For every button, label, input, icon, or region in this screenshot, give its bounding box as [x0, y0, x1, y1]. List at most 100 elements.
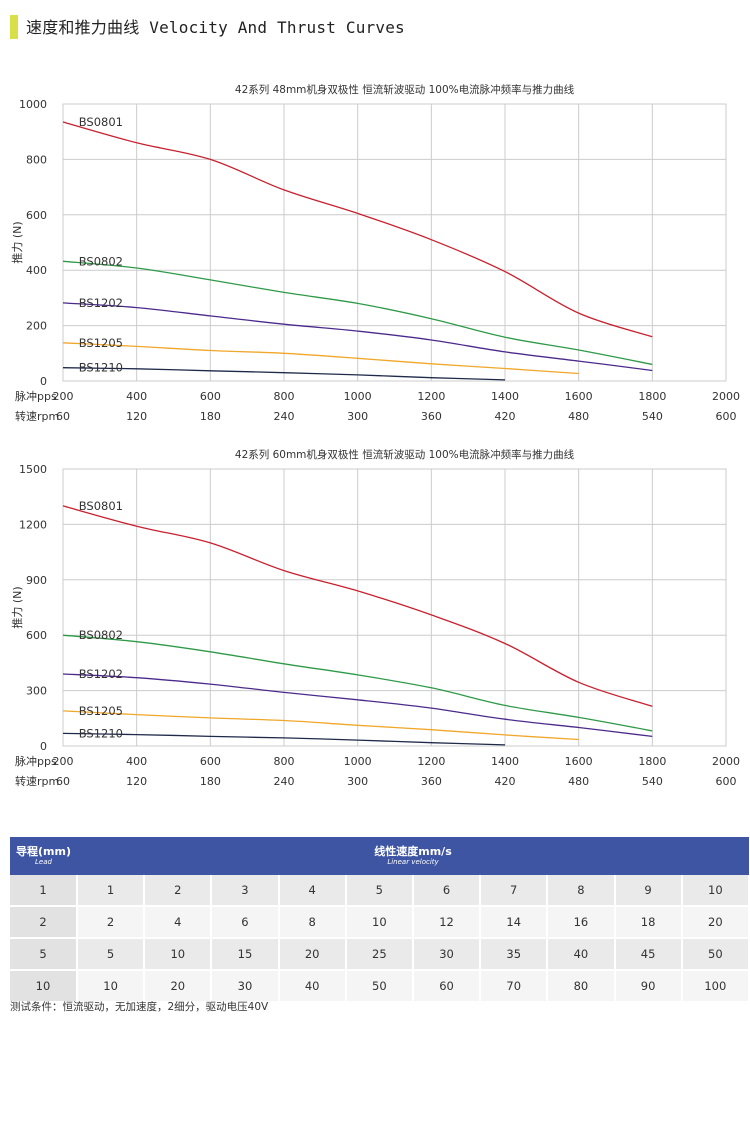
velocity-cell: 80 [547, 970, 616, 1003]
velocity-cell: 50 [345, 970, 414, 1003]
series-line-bs0802 [62, 260, 653, 366]
chart-title: 42系列 48mm机身双极性 恒流斩波驱动 100%电流脉冲频率与推力曲线 [235, 83, 575, 96]
velocity-cell: 5 [77, 938, 146, 971]
series-label-bs1202: BS1202 [79, 667, 123, 681]
y-tick-label: 1000 [19, 98, 47, 111]
x-tick-label: 600 [200, 755, 221, 768]
chart-title: 42系列 60mm机身双极性 恒流斩波驱动 100%电流脉冲频率与推力曲线 [235, 448, 575, 461]
rpm-axis-label: 转速rpm [15, 409, 59, 423]
velocity-cell: 100 [681, 970, 750, 1003]
velocity-cell: 70 [480, 970, 549, 1003]
x-tick-label: 200 [53, 755, 74, 768]
velocity-cell: 30 [412, 938, 482, 971]
x-tick-label: 2000 [712, 390, 740, 403]
x-tick-label: 800 [274, 390, 295, 403]
velocity-cell: 35 [480, 938, 549, 971]
series-line-bs1202 [62, 302, 653, 372]
series-line-bs1202 [62, 673, 653, 738]
velocity-cell: 9 [614, 875, 683, 907]
series-line-bs0801 [62, 505, 653, 707]
rpm-tick-label: 180 [200, 410, 221, 423]
test-conditions-note: 测试条件：恒流驱动，无加速度，2细分，驱动电压40V [10, 1001, 269, 1013]
velocity-cell: 2 [144, 875, 213, 907]
x-tick-label: 1000 [344, 390, 372, 403]
y-tick-label: 200 [26, 320, 47, 333]
x-tick-label: 1200 [417, 390, 445, 403]
lead-cell: 2 [10, 906, 78, 939]
lead-cell: 10 [10, 970, 78, 1003]
velocity-cell: 14 [480, 906, 549, 939]
velocity-cell: 3 [211, 875, 280, 907]
velocity-cell: 12 [412, 906, 482, 939]
velocity-cell: 20 [681, 906, 750, 939]
y-tick-label: 0 [40, 740, 47, 753]
series-label-bs0801: BS0801 [79, 115, 123, 129]
x-tick-label: 2000 [712, 755, 740, 768]
x-tick-label: 400 [126, 755, 147, 768]
y-tick-label: 900 [26, 574, 47, 587]
x-tick-label: 1200 [417, 755, 445, 768]
y-tick-label: 300 [26, 685, 47, 698]
thrust-chart-48mm: 42系列 48mm机身双极性 恒流斩波驱动 100%电流脉冲频率与推力曲线 200… [10, 83, 740, 423]
x-tick-label: 200 [53, 390, 74, 403]
lead-cell: 5 [10, 938, 78, 971]
thrust-chart-60mm: 42系列 60mm机身双极性 恒流斩波驱动 100%电流脉冲频率与推力曲线 200… [10, 448, 740, 788]
table-row: 1 1 2 3 4 5 6 7 8 9 10 [10, 875, 750, 907]
x-tick-label: 400 [126, 390, 147, 403]
rpm-tick-label: 480 [568, 775, 589, 788]
y-tick-label: 0 [40, 375, 47, 388]
rpm-tick-label: 240 [274, 410, 295, 423]
velocity-cell: 30 [211, 970, 280, 1003]
velocity-cell: 16 [547, 906, 616, 939]
y-tick-label: 600 [26, 209, 47, 222]
velocity-cell: 45 [614, 938, 683, 971]
x-tick-label: 1800 [638, 755, 666, 768]
rpm-tick-label: 600 [716, 410, 737, 423]
velocity-cell: 8 [547, 875, 616, 907]
velocity-cell: 2 [77, 906, 146, 939]
series-label-bs0801: BS0801 [79, 499, 123, 513]
lead-header: 导程(mm) Lead [10, 837, 77, 875]
series-label-bs0802: BS0802 [79, 628, 123, 642]
pps-axis-label: 脉冲pps [15, 754, 57, 768]
velocity-cell: 60 [412, 970, 482, 1003]
velocity-cell: 15 [211, 938, 280, 971]
series-line-bs0801 [62, 121, 653, 338]
rpm-tick-label: 300 [347, 775, 368, 788]
rpm-tick-label: 60 [56, 775, 70, 788]
series-line-bs1205 [62, 710, 579, 741]
plot-frame [62, 103, 727, 382]
plot-frame [62, 468, 727, 747]
velocity-cell: 10 [345, 906, 414, 939]
series-line-bs1210 [62, 367, 506, 381]
series-label-bs1205: BS1205 [79, 336, 123, 350]
rpm-tick-label: 420 [495, 775, 516, 788]
series-line-bs0802 [62, 634, 653, 732]
x-tick-label: 800 [274, 755, 295, 768]
velocity-cell: 6 [412, 875, 482, 907]
page-title: 速度和推力曲线 Velocity And Thrust Curves [26, 18, 405, 37]
y-axis-label: 推力 (N) [10, 586, 24, 628]
velocity-cell: 6 [211, 906, 280, 939]
rpm-tick-label: 120 [126, 775, 147, 788]
velocity-cell: 1 [77, 875, 146, 907]
velocity-cell: 25 [345, 938, 414, 971]
velocity-cell: 40 [547, 938, 616, 971]
rpm-tick-label: 600 [716, 775, 737, 788]
x-tick-label: 1600 [565, 390, 593, 403]
series-line-bs1210 [62, 732, 506, 746]
series-label-bs1210: BS1210 [79, 361, 123, 375]
velocity-cell: 8 [278, 906, 347, 939]
rpm-tick-label: 540 [642, 410, 663, 423]
velocity-cell: 18 [614, 906, 683, 939]
table-row: 10 10 20 30 40 50 60 70 80 90 100 [10, 970, 750, 1003]
rpm-tick-label: 540 [642, 775, 663, 788]
y-tick-label: 600 [26, 629, 47, 642]
rpm-tick-label: 300 [347, 410, 368, 423]
y-tick-label: 1200 [19, 518, 47, 531]
rpm-tick-label: 120 [126, 410, 147, 423]
rpm-tick-label: 360 [421, 775, 442, 788]
velocity-cell: 4 [278, 875, 347, 907]
table-row: 2 2 4 6 8 10 12 14 16 18 20 [10, 906, 750, 939]
series-label-bs0802: BS0802 [79, 254, 123, 268]
